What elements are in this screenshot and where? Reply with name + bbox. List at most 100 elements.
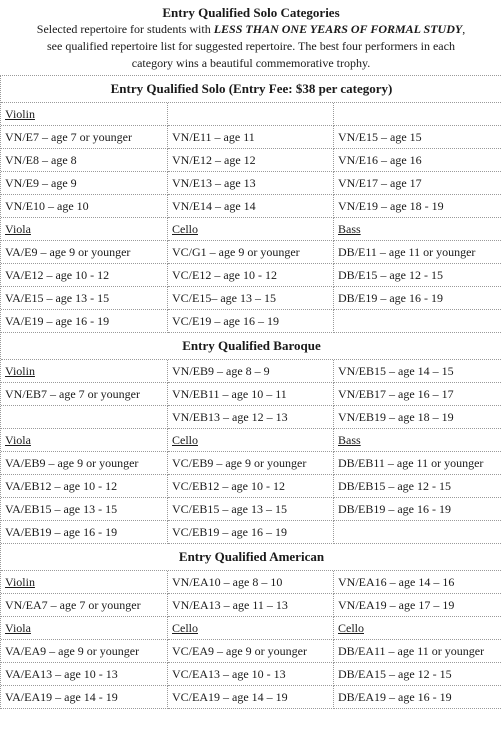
category-label: VN/E7 – age 7 or younger [5, 129, 132, 144]
intro-line-1-start: Selected repertoire for students with [36, 22, 214, 36]
category-cell: DB/E15 – age 12 - 15 [334, 264, 502, 287]
category-label: VN/E15 – age 15 [338, 129, 422, 144]
category-cell: DB/EA15 – age 12 - 15 [334, 663, 502, 686]
instrument-heading-label: Bass [338, 221, 361, 236]
category-label: VA/E12 – age 10 - 12 [5, 267, 110, 282]
category-label: DB/EA19 – age 16 - 19 [338, 689, 452, 704]
category-label: VN/EB7 – age 7 or younger [5, 386, 140, 401]
category-cell: VN/E13 – age 13 [168, 172, 334, 195]
instrument-heading-label: Viola [5, 432, 31, 447]
empty-cell [334, 521, 502, 544]
empty-cell [334, 310, 502, 333]
instrument-heading: Viola [1, 429, 168, 452]
table-row: VN/EB7 – age 7 or younger VN/EB11 – age 1… [1, 383, 502, 406]
empty-cell [168, 103, 334, 126]
category-cell: VN/EA13 – age 11 – 13 [168, 594, 334, 617]
section-title-baroque: Entry Qualified Baroque [1, 333, 502, 360]
empty-cell [1, 406, 168, 429]
category-label: VA/EB12 – age 10 - 12 [5, 478, 118, 493]
category-cell: DB/EA11 – age 11 or younger [334, 640, 502, 663]
instrument-heading: Cello [168, 218, 334, 241]
instrument-heading-label: Bass [338, 432, 361, 447]
category-label: DB/EA11 – age 11 or younger [338, 643, 485, 658]
category-label: VA/E9 – age 9 or younger [5, 244, 131, 259]
intro-block: Entry Qualified Solo Categories Selected… [0, 0, 502, 75]
category-label: VA/E15 – age 13 - 15 [5, 290, 110, 305]
table-row: Violin [1, 103, 502, 126]
category-label: VN/E19 – age 18 - 19 [338, 198, 444, 213]
instrument-heading: Violin [1, 571, 168, 594]
categories-table: Entry Qualified Solo (Entry Fee: $38 per… [0, 75, 502, 709]
table-row: Viola Cello Bass [1, 429, 502, 452]
category-cell: VN/E10 – age 10 [1, 195, 168, 218]
category-cell: VC/EA9 – age 9 or younger [168, 640, 334, 663]
category-cell: VA/EB19 – age 16 - 19 [1, 521, 168, 544]
category-cell: VN/EB11 – age 10 – 11 [168, 383, 334, 406]
category-cell: VA/E15 – age 13 - 15 [1, 287, 168, 310]
categories-table-body: Entry Qualified Solo (Entry Fee: $38 per… [1, 76, 502, 709]
instrument-heading: Cello [168, 617, 334, 640]
instrument-heading-label: Violin [5, 574, 35, 589]
category-label: DB/EA15 – age 12 - 15 [338, 666, 452, 681]
category-cell: VN/E17 – age 17 [334, 172, 502, 195]
category-label: VC/E12 – age 10 - 12 [172, 267, 277, 282]
category-label: VN/EB13 – age 12 – 13 [172, 409, 288, 424]
category-label: DB/E19 – age 16 - 19 [338, 290, 443, 305]
table-row: VA/EA13 – age 10 - 13 VC/EA13 – age 10 - … [1, 663, 502, 686]
instrument-heading: Violin [1, 103, 168, 126]
section-header-row: Entry Qualified Baroque [1, 333, 502, 360]
category-label: VA/EA19 – age 14 - 19 [5, 689, 118, 704]
category-label: VN/EA19 – age 17 – 19 [338, 597, 455, 612]
category-label: VC/EB19 – age 16 – 19 [172, 524, 287, 539]
category-cell: VC/G1 – age 9 or younger [168, 241, 334, 264]
instrument-heading-label: Viola [5, 221, 31, 236]
category-label: VA/EB19 – age 16 - 19 [5, 524, 118, 539]
empty-cell [334, 103, 502, 126]
table-row: VA/E19 – age 16 - 19 VC/E19 – age 16 – 19 [1, 310, 502, 333]
category-cell: VA/E9 – age 9 or younger [1, 241, 168, 264]
category-cell: VN/E19 – age 18 - 19 [334, 195, 502, 218]
category-cell: VC/EB15 – age 13 – 15 [168, 498, 334, 521]
category-cell: VA/EB12 – age 10 - 12 [1, 475, 168, 498]
category-label: VC/G1 – age 9 or younger [172, 244, 300, 259]
table-row: VN/E7 – age 7 or younger VN/E11 – age 11 V… [1, 126, 502, 149]
instrument-heading: Bass [334, 429, 502, 452]
table-row: Violin VN/EA10 – age 8 – 10 VN/EA16 – age … [1, 571, 502, 594]
category-label: VA/EB15 – age 13 - 15 [5, 501, 118, 516]
category-label: VN/EB15 – age 14 – 15 [338, 363, 454, 378]
instrument-heading: Cello [168, 429, 334, 452]
category-cell: VC/E15– age 13 – 15 [168, 287, 334, 310]
category-cell: VA/EA19 – age 14 - 19 [1, 686, 168, 709]
category-cell: VN/EB13 – age 12 – 13 [168, 406, 334, 429]
category-cell: DB/E11 – age 11 or younger [334, 241, 502, 264]
category-label: DB/EB19 – age 16 - 19 [338, 501, 451, 516]
category-label: VN/E9 – age 9 [5, 175, 77, 190]
section-title-solo: Entry Qualified Solo (Entry Fee: $38 per… [1, 76, 502, 103]
category-label: VC/EA13 – age 10 - 13 [172, 666, 286, 681]
category-cell: VN/E11 – age 11 [168, 126, 334, 149]
category-label: VN/EB9 – age 8 – 9 [172, 363, 270, 378]
category-cell: VN/EB15 – age 14 – 15 [334, 360, 502, 383]
instrument-heading: Violin [1, 360, 168, 383]
category-cell: VA/E12 – age 10 - 12 [1, 264, 168, 287]
category-cell: VC/EA19 – age 14 – 19 [168, 686, 334, 709]
table-row: Violin VN/EB9 – age 8 – 9 VN/EB15 – age 14… [1, 360, 502, 383]
table-row: VN/E10 – age 10 VN/E14 – age 14 VN/E19 – a… [1, 195, 502, 218]
category-label: VC/EA19 – age 14 – 19 [172, 689, 288, 704]
category-label: VA/EA9 – age 9 or younger [5, 643, 140, 658]
category-label: VN/EA16 – age 14 – 16 [338, 574, 455, 589]
instrument-heading: Viola [1, 617, 168, 640]
instrument-heading-label: Violin [5, 106, 35, 121]
section-header-row: Entry Qualified American [1, 544, 502, 571]
category-cell: DB/E19 – age 16 - 19 [334, 287, 502, 310]
intro-emphasis: LESS THAN ONE YEARS OF FORMAL STUDY [213, 22, 463, 36]
instrument-heading-label: Cello [172, 432, 198, 447]
intro-line-2: see qualified repertoire list for sugges… [47, 39, 455, 53]
instrument-heading-label: Cello [338, 620, 364, 635]
category-cell: VA/E19 – age 16 - 19 [1, 310, 168, 333]
category-label: VN/E14 – age 14 [172, 198, 256, 213]
category-cell: VC/E12 – age 10 - 12 [168, 264, 334, 287]
category-cell: VN/EB9 – age 8 – 9 [168, 360, 334, 383]
category-cell: VA/EA13 – age 10 - 13 [1, 663, 168, 686]
category-cell: VN/E12 – age 12 [168, 149, 334, 172]
